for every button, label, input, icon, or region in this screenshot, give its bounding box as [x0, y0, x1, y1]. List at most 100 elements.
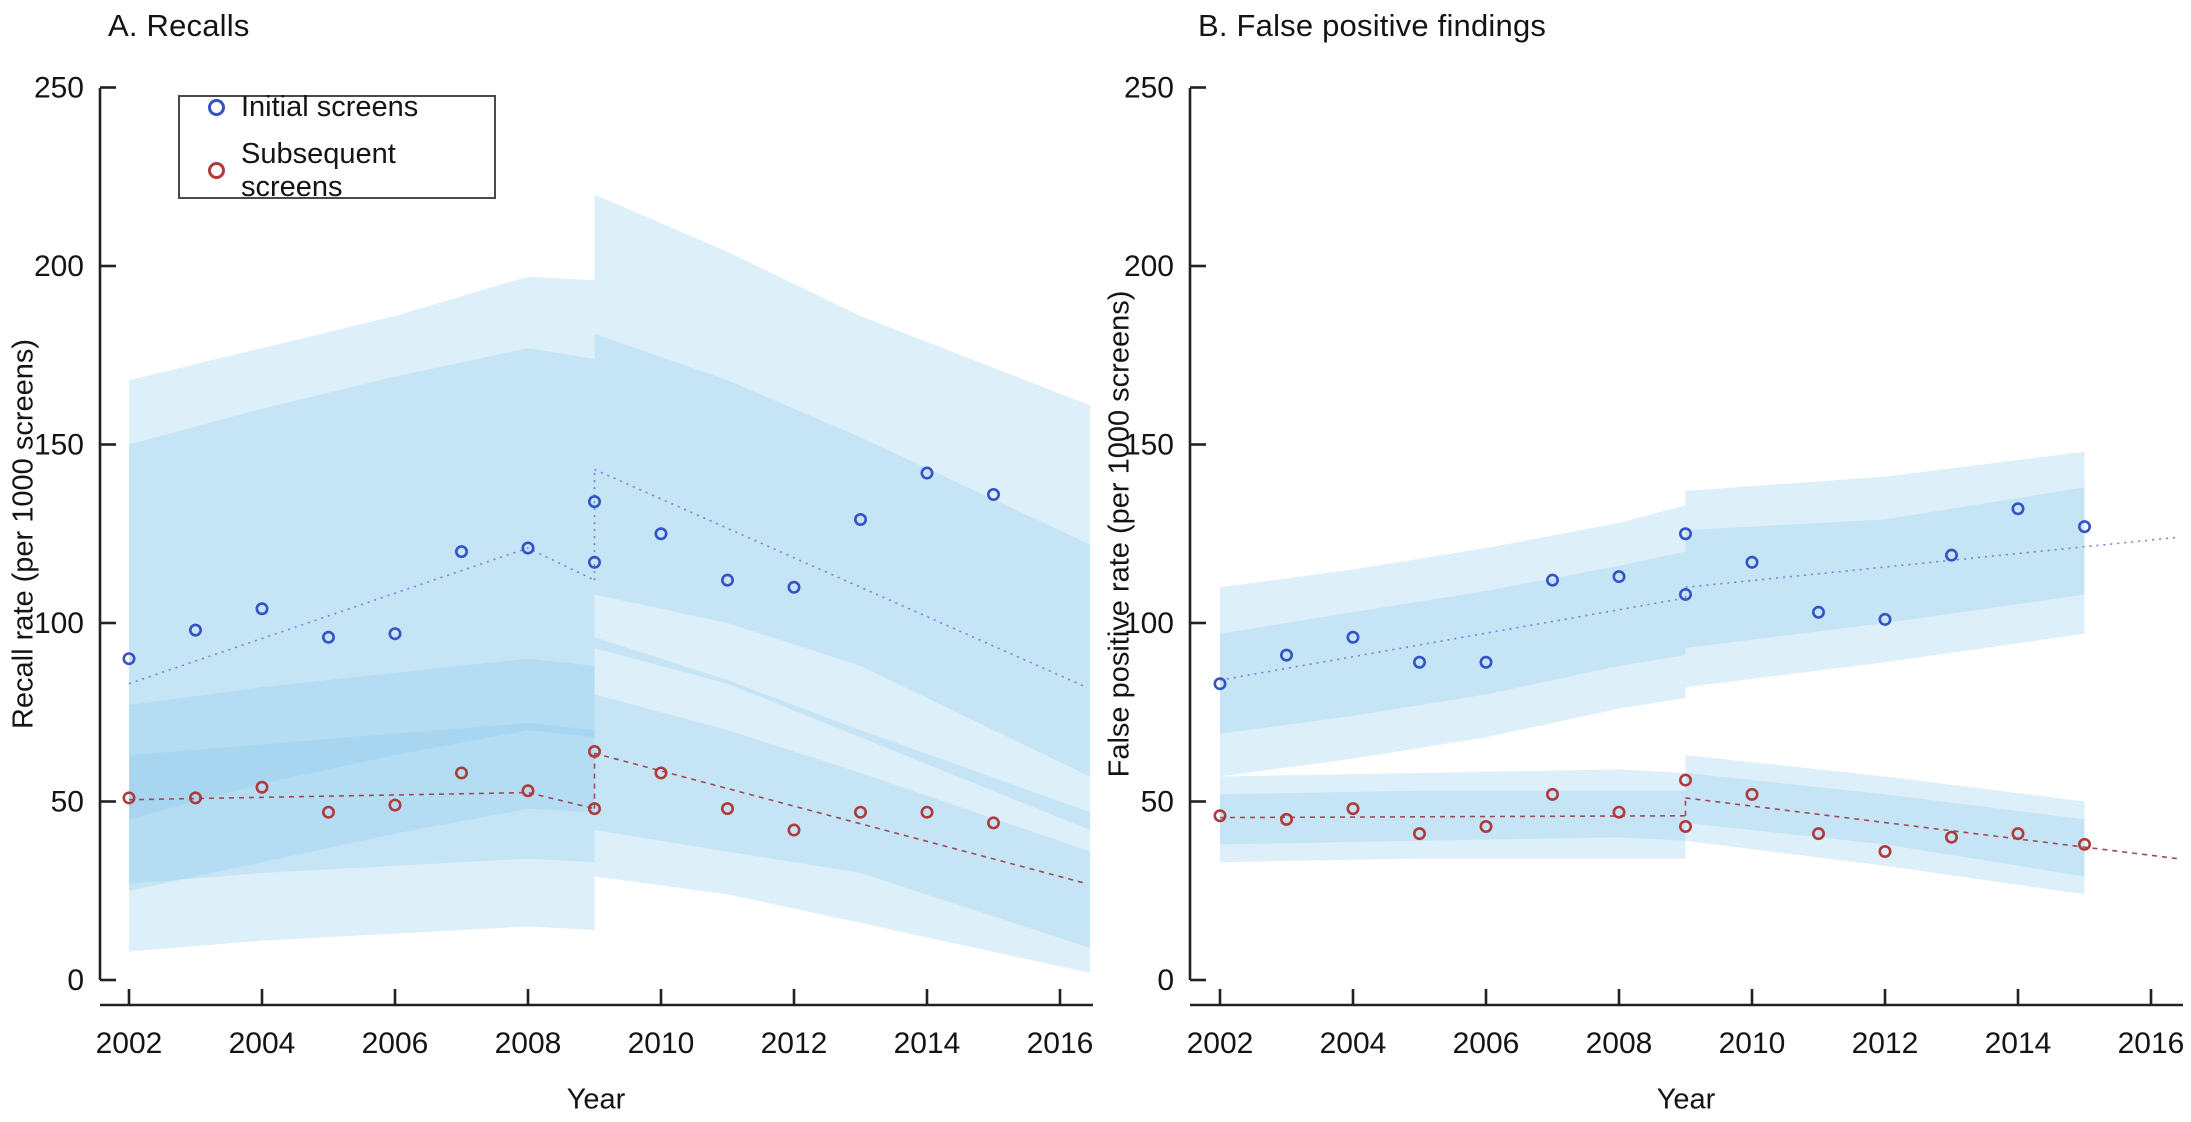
data-point: [587, 555, 601, 569]
data-point: [321, 805, 335, 819]
x-tick-label: 2006: [362, 1027, 429, 1060]
subsequent-trend-lines: [1219, 797, 2178, 860]
panel-B: 0 50 100 150 200 250 2002 2004 2006 2008 2010 2012 2…: [1124, 72, 2184, 1061]
data-point: [189, 623, 203, 637]
data-point: [1213, 809, 1227, 823]
band-band_pre_outer: [129, 276, 595, 891]
legend-item-initial: Initial screens: [208, 91, 494, 124]
band-band_post_inner: [1685, 772, 2085, 877]
line_pre: [1219, 597, 1686, 681]
line_post: [594, 752, 1087, 885]
legend-item-subsequent: Subsequent screens: [208, 138, 494, 204]
line_pre: [1219, 814, 1686, 819]
data-point: [920, 805, 934, 819]
data-point: [1812, 605, 1826, 619]
data-point: [1679, 819, 1693, 833]
x-tick-label: 2008: [1586, 1027, 1653, 1060]
band-band_pre_outer: [1220, 769, 1686, 863]
y-tick-label: 250: [34, 72, 84, 105]
data-point: [122, 791, 136, 805]
data-point: [1479, 819, 1493, 833]
subsequent-points: [1213, 773, 2092, 858]
data-point: [1346, 630, 1360, 644]
axes: [1188, 86, 2183, 1007]
subsequent-trend-lines: [128, 752, 1087, 885]
data-point: [255, 602, 269, 616]
data-point: [654, 527, 668, 541]
data-point: [654, 766, 668, 780]
data-point: [1745, 787, 1759, 801]
band-band_post_outer: [594, 194, 1090, 831]
y-tick-label: 50: [51, 786, 84, 819]
data-point: [1945, 548, 1959, 562]
panel-b-title: B. False positive findings: [1198, 8, 1547, 43]
data-point: [1878, 612, 1892, 626]
line_pre: [128, 547, 595, 685]
data-point: [1280, 648, 1294, 662]
panel-a-xlabel: Year: [566, 1083, 626, 1116]
data-point: [587, 495, 601, 509]
data-point: [1213, 677, 1227, 691]
legend-item-label: Initial screens: [241, 90, 419, 123]
data-point: [388, 627, 402, 641]
panel-b-ylabel: False positive rate (per 1000 screens): [1103, 290, 1136, 778]
data-point: [720, 802, 734, 816]
initial-points: [122, 466, 1000, 666]
data-point: [587, 745, 601, 759]
y-tick-label: 250: [1124, 72, 1174, 105]
data-point: [853, 805, 867, 819]
data-point: [1280, 812, 1294, 826]
band-band_pre_outer: [1220, 505, 1686, 777]
data-point: [1479, 655, 1493, 669]
y-tick-label: 100: [1124, 607, 1174, 640]
line_pre: [128, 791, 595, 810]
y-tick-label: 0: [1157, 964, 1174, 997]
data-point: [986, 487, 1000, 501]
data-point: [454, 545, 468, 559]
x-tick-label: 2002: [1187, 1027, 1254, 1060]
band-band_post_outer: [594, 637, 1090, 973]
data-point: [1546, 573, 1560, 587]
x-tick-label: 2004: [1320, 1027, 1387, 1060]
band-band_post_inner: [594, 333, 1090, 777]
panel-b-xlabel: Year: [1656, 1083, 1716, 1116]
data-point: [521, 784, 535, 798]
data-point: [1945, 830, 1959, 844]
band-band_pre_inner: [129, 722, 595, 884]
data-point: [587, 802, 601, 816]
data-point: [521, 541, 535, 555]
data-point: [1679, 773, 1693, 787]
initial-points: [1213, 502, 2092, 691]
line_post: [1685, 797, 2178, 860]
legend: Initial screens Subsequent screens: [178, 91, 496, 203]
data-point: [2011, 827, 2025, 841]
tick-labels: 0 50 100 150 200 250 2002 2004 2006 2008 2010 2012 2…: [1124, 72, 2184, 1061]
tick-labels: 0 50 100 150 200 250 2002 2004 2006 2008 2010 2012 2…: [34, 72, 1093, 1061]
data-point: [1745, 555, 1759, 569]
data-point: [787, 823, 801, 837]
band-band_post_inner: [594, 694, 1090, 948]
band-band_pre_outer: [129, 658, 595, 952]
data-point: [1346, 802, 1360, 816]
x-tick-label: 2016: [1027, 1027, 1094, 1060]
band-band_pre_inner: [1220, 790, 1686, 845]
y-tick-label: 0: [67, 964, 84, 997]
x-tick-label: 2006: [1453, 1027, 1520, 1060]
band-band_pre_inner: [1220, 551, 1686, 734]
data-point: [1812, 827, 1826, 841]
data-point: [1679, 587, 1693, 601]
data-point: [1413, 655, 1427, 669]
data-point: [853, 512, 867, 526]
data-point: [1612, 570, 1626, 584]
x-tick-label: 2012: [1852, 1027, 1919, 1060]
band-band_post_inner: [1685, 487, 2085, 648]
x-tick-label: 2010: [1719, 1027, 1786, 1060]
x-tick-label: 2014: [894, 1027, 961, 1060]
data-point: [1878, 844, 1892, 858]
y-tick-label: 100: [34, 607, 84, 640]
data-point: [1413, 827, 1427, 841]
data-point: [454, 766, 468, 780]
x-tick-label: 2004: [229, 1027, 296, 1060]
